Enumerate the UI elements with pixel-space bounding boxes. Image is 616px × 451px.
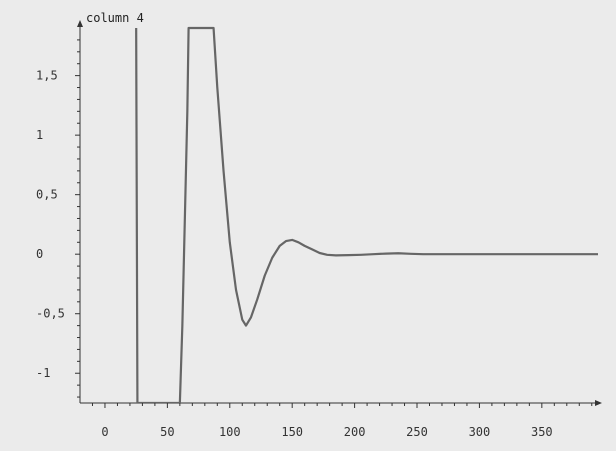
x-tick-label: 0 (101, 425, 108, 439)
y-axis-arrow (77, 20, 83, 27)
y-tick-label: 0,5 (36, 188, 58, 202)
y-tick-label: 0 (36, 247, 43, 261)
y-tick-label: -1 (36, 366, 50, 380)
x-tick-label: 50 (160, 425, 174, 439)
x-tick-label: 300 (469, 425, 491, 439)
x-axis-arrow (595, 400, 602, 406)
y-tick-label: 1,5 (36, 69, 58, 83)
x-tick-label: 350 (531, 425, 553, 439)
series (135, 26, 598, 403)
x-tick-label: 200 (344, 425, 366, 439)
x-tick-label: 250 (406, 425, 428, 439)
y-axis-title: column 4 (86, 11, 144, 25)
y-tick-label: 1 (36, 128, 43, 142)
x-tick-label: 100 (219, 425, 241, 439)
y-tick-label: -0,5 (36, 307, 65, 321)
ticks: 0 50 100 150 200 250 300 350 -1 -0,5 0 0,5 1 1,5 (36, 39, 593, 439)
series-line (135, 26, 598, 403)
x-tick-label: 150 (281, 425, 303, 439)
